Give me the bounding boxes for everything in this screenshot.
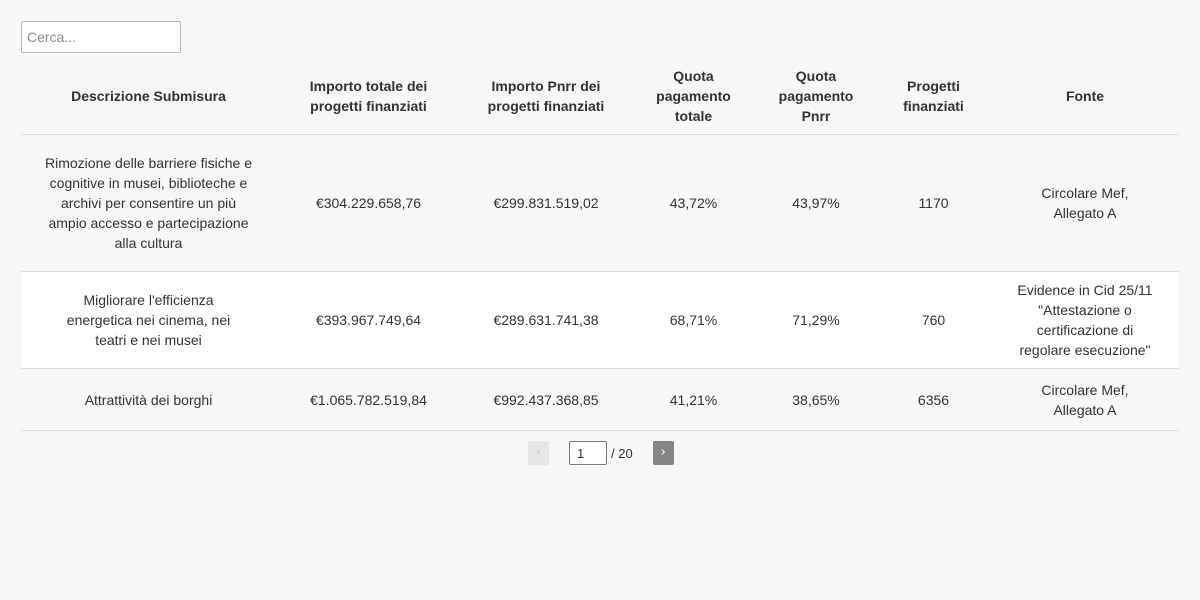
cell-text: Evidence in Cid 25/11 "Attestazione o ce… [1017,282,1153,358]
column-header-label: Progetti finanziati [903,77,964,114]
cell-importo-pnrr: €289.631.741,38 [461,271,631,369]
table-row: Rimozione delle barriere fisiche e cogni… [21,134,1179,272]
cell-importo-pnrr: €299.831.519,02 [461,134,631,272]
pagination: ‹ / 20 › [528,441,674,465]
cell-quota-pnrr: 43,97% [756,134,876,272]
column-header-label: Importo totale dei progetti finanziati [309,77,428,114]
cell-importo-pnrr: €992.437.368,85 [461,368,631,431]
table-body: Rimozione delle barriere fisiche e cogni… [21,134,1179,431]
cell-progetti: 6356 [876,368,991,431]
header-row: Descrizione Submisura Importo totale dei… [21,57,1179,135]
previous-page-button[interactable]: ‹ [528,441,549,465]
cell-quota-totale: 68,71% [631,271,756,369]
cell-quota-totale: 41,21% [631,368,756,431]
cell-descrizione: Attrattività dei borghi [21,368,276,431]
cell-progetti: 760 [876,271,991,369]
table-header: Descrizione Submisura Importo totale dei… [21,57,1179,135]
column-header-label: Quota pagamento totale [656,67,731,124]
cell-progetti: 1170 [876,134,991,272]
column-header-progetti-finanziati[interactable]: Progetti finanziati [876,57,991,135]
page-total-label: / 20 [611,445,633,461]
cell-text: Circolare Mef, Allegato A [1041,185,1129,221]
cell-importo-totale: €304.229.658,76 [276,134,461,272]
page-number-input[interactable] [569,441,607,465]
cell-quota-pnrr: 71,29% [756,271,876,369]
table-row: Attrattività dei borghi €1.065.782.519,8… [21,368,1179,431]
column-header-descrizione-submisura[interactable]: Descrizione Submisura [21,57,276,135]
column-header-label: Quota pagamento Pnrr [778,67,854,124]
column-header-label: Descrizione Submisura [71,87,226,104]
cell-quota-totale: 43,72% [631,134,756,272]
column-header-label: Fonte [1065,87,1105,104]
column-header-quota-pagamento-pnrr[interactable]: Quota pagamento Pnrr [756,57,876,135]
cell-quota-pnrr: 38,65% [756,368,876,431]
column-header-fonte[interactable]: Fonte [991,57,1179,135]
column-header-importo-pnrr[interactable]: Importo Pnrr dei progetti finanziati [461,57,631,135]
next-page-button[interactable]: › [652,441,674,465]
cell-fonte: Circolare Mef, Allegato A [991,368,1179,431]
cell-importo-totale: €393.967.749,64 [276,271,461,369]
cell-importo-totale: €1.065.782.519,84 [276,368,461,431]
column-header-label: Importo Pnrr dei progetti finanziati [487,77,605,114]
cell-fonte: Circolare Mef, Allegato A [991,134,1179,272]
cell-text: Circolare Mef, Allegato A [1041,381,1129,418]
cell-descrizione: Rimozione delle barriere fisiche e cogni… [21,134,276,272]
column-header-quota-pagamento-totale[interactable]: Quota pagamento totale [631,57,756,135]
data-table: Descrizione Submisura Importo totale dei… [21,57,1179,431]
table-row: Migliorare l'efficienza energetica nei c… [21,271,1179,369]
column-header-importo-totale[interactable]: Importo totale dei progetti finanziati [276,57,461,135]
search-input[interactable] [21,21,181,53]
cell-text: Rimozione delle barriere fisiche e cogni… [45,155,252,251]
cell-text: Migliorare l'efficienza energetica nei c… [66,292,231,348]
cell-descrizione: Migliorare l'efficienza energetica nei c… [21,271,276,369]
cell-fonte: Evidence in Cid 25/11 "Attestazione o ce… [991,271,1179,369]
search-container [21,21,181,53]
